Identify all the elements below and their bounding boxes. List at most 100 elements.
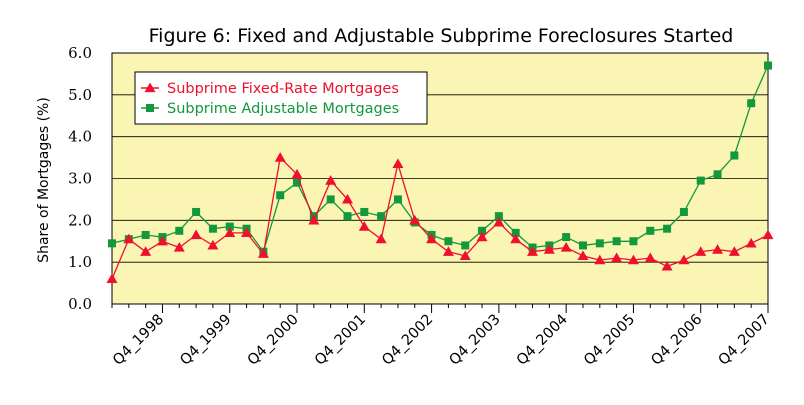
data-point bbox=[208, 224, 217, 233]
data-point bbox=[293, 178, 302, 187]
data-point bbox=[274, 152, 286, 162]
data-point bbox=[459, 250, 471, 261]
data-point bbox=[764, 61, 772, 70]
data-point bbox=[409, 214, 421, 225]
data-point bbox=[426, 233, 438, 244]
data-point bbox=[527, 246, 539, 256]
data-point bbox=[510, 233, 522, 244]
data-point bbox=[173, 242, 185, 252]
data-point bbox=[562, 233, 571, 242]
x-tick-label: Q4_2006 bbox=[648, 312, 705, 369]
data-point bbox=[612, 237, 621, 246]
data-point bbox=[308, 214, 320, 225]
y-tick-label: 0.0 bbox=[68, 295, 92, 313]
x-tick-label: Q4_2002 bbox=[379, 312, 436, 369]
legend-item: Subprime Fixed-Rate Mortgages bbox=[141, 81, 399, 97]
x-tick-label: Q4_2005 bbox=[581, 312, 638, 369]
data-point bbox=[190, 229, 202, 240]
x-tick-label: Q4_1999 bbox=[177, 312, 234, 369]
legend-marker bbox=[146, 104, 154, 112]
data-point bbox=[478, 226, 487, 235]
legend-item: Subprime Adjustable Mortgages bbox=[141, 101, 399, 117]
data-point bbox=[493, 216, 505, 227]
data-point bbox=[713, 170, 722, 179]
data-point bbox=[730, 151, 739, 160]
y-tick-label: 5.0 bbox=[68, 86, 92, 104]
data-point bbox=[225, 222, 234, 231]
data-point bbox=[679, 207, 688, 216]
data-point bbox=[627, 254, 639, 265]
data-point bbox=[358, 221, 370, 231]
data-point bbox=[745, 237, 757, 248]
x-tick-label: Q4_2004 bbox=[514, 312, 571, 369]
data-point bbox=[629, 237, 638, 246]
legend-label: Subprime Adjustable Mortgages bbox=[167, 101, 399, 117]
data-point bbox=[140, 246, 152, 256]
y-tick-label: 6.0 bbox=[68, 44, 92, 62]
data-point bbox=[360, 207, 369, 216]
data-point bbox=[578, 241, 587, 250]
fixed-series bbox=[106, 152, 774, 284]
data-point bbox=[511, 228, 520, 237]
data-point bbox=[341, 193, 353, 204]
data-point bbox=[241, 227, 253, 238]
data-point bbox=[678, 254, 690, 265]
x-tick-label: Q4_1998 bbox=[110, 312, 167, 369]
y-axis-label: Share of Mortgages (%) bbox=[36, 97, 52, 263]
x-axis-ticks: Q4_1998 Q4_1999 Q4_2000 Q4_2001 Q4_2002 Q4_20… bbox=[110, 303, 773, 369]
data-point bbox=[224, 227, 236, 238]
data-point bbox=[257, 248, 269, 258]
data-point bbox=[644, 252, 656, 263]
data-point bbox=[712, 244, 724, 254]
data-point bbox=[175, 226, 184, 235]
data-point bbox=[106, 273, 118, 284]
data-point bbox=[595, 239, 604, 248]
data-point bbox=[123, 233, 135, 244]
y-axis-ticks: 0.0 1.0 2.0 3.0 4.0 5.0 6.0 bbox=[68, 44, 92, 313]
legend-label: Subprime Fixed-Rate Mortgages bbox=[167, 81, 399, 97]
data-point bbox=[476, 231, 488, 242]
data-point bbox=[663, 224, 672, 233]
x-tick-label: Q4_2001 bbox=[312, 312, 369, 369]
y-tick-label: 2.0 bbox=[68, 211, 92, 229]
x-tick-label: Q4_2000 bbox=[245, 312, 302, 369]
data-point bbox=[444, 237, 453, 246]
data-point bbox=[762, 229, 774, 240]
x-tick-label: Q4_2007 bbox=[716, 312, 773, 369]
data-point bbox=[646, 226, 655, 235]
legend-marker bbox=[144, 82, 156, 93]
data-point bbox=[343, 212, 352, 221]
data-point bbox=[747, 99, 756, 108]
series-line bbox=[111, 156, 769, 280]
data-point bbox=[276, 191, 285, 200]
data-point bbox=[291, 168, 303, 179]
series-line bbox=[111, 65, 769, 254]
data-point bbox=[442, 246, 454, 256]
legend-box bbox=[134, 71, 428, 125]
data-point bbox=[392, 158, 404, 168]
data-point bbox=[543, 244, 555, 254]
chart-title: Figure 6: Fixed and Adjustable Subprime … bbox=[149, 25, 734, 47]
data-point bbox=[141, 230, 150, 239]
data-point bbox=[494, 212, 503, 221]
data-point bbox=[696, 176, 705, 185]
data-point bbox=[560, 242, 572, 252]
data-point bbox=[108, 239, 116, 248]
data-point bbox=[728, 246, 740, 256]
data-point bbox=[207, 239, 219, 250]
data-point bbox=[611, 252, 623, 263]
data-point bbox=[661, 260, 673, 271]
data-point bbox=[375, 233, 387, 244]
data-point bbox=[325, 175, 337, 185]
y-tick-label: 1.0 bbox=[68, 253, 92, 271]
y-tick-label: 4.0 bbox=[68, 128, 92, 146]
data-point bbox=[377, 212, 386, 221]
data-point bbox=[192, 207, 201, 216]
data-point bbox=[461, 241, 470, 250]
series-layer bbox=[106, 61, 774, 284]
data-point bbox=[326, 195, 335, 204]
x-tick-label: Q4_2003 bbox=[447, 312, 504, 369]
data-point bbox=[577, 250, 589, 261]
data-point bbox=[594, 254, 606, 265]
